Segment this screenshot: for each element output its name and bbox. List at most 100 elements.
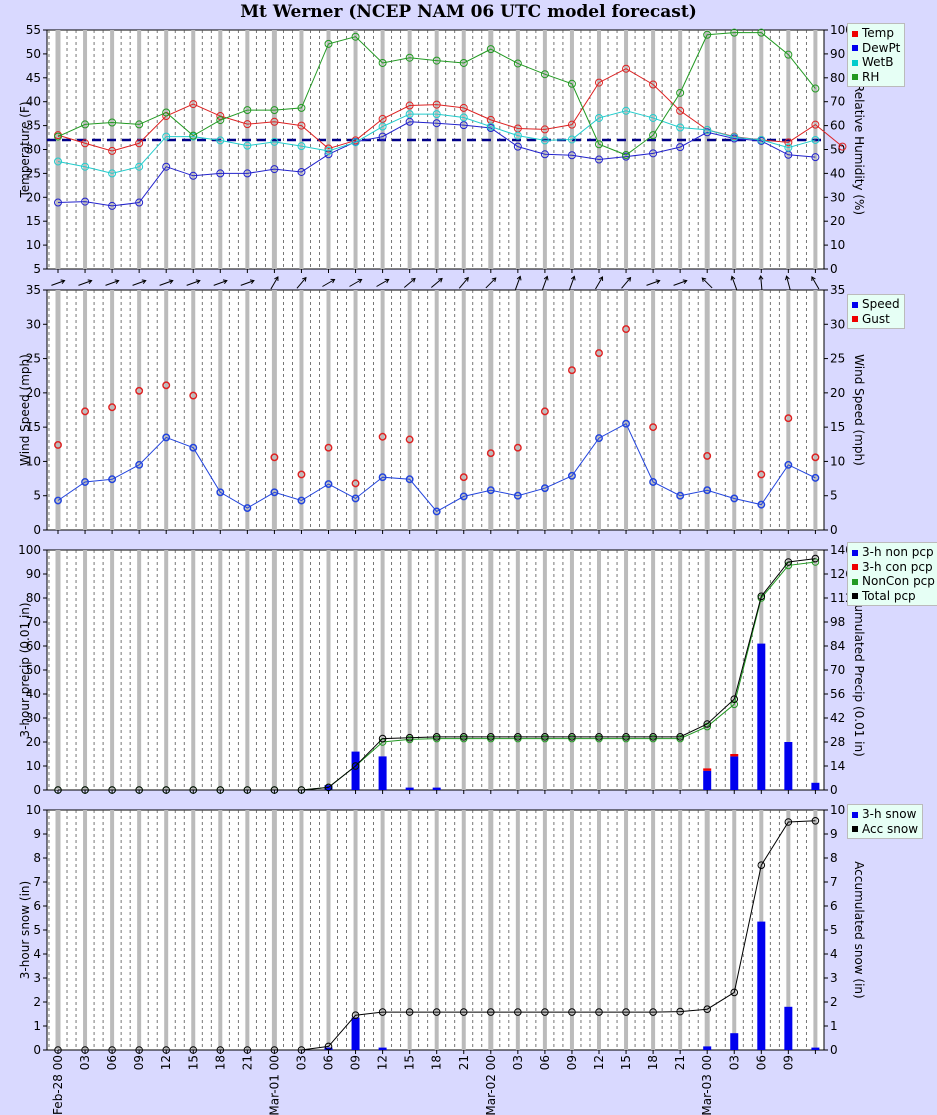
xtick-label: 18 <box>430 1055 444 1070</box>
ytick-right-label: 0 <box>830 783 838 797</box>
point-dewpt <box>595 155 603 164</box>
wind-arrow-head <box>543 275 549 281</box>
point-temp <box>135 139 144 148</box>
xtick-label: 09 <box>349 1055 363 1070</box>
wind-arrow <box>595 276 603 290</box>
point-rh <box>757 28 766 37</box>
point-speed <box>216 488 225 497</box>
point-acc-snow <box>162 1046 170 1054</box>
point-acc-snow <box>81 1046 89 1054</box>
legend-entry: Speed <box>852 297 900 312</box>
bar-snow <box>703 1046 712 1050</box>
wind-arrow <box>514 276 521 290</box>
point-temp <box>540 125 549 134</box>
y-axis-label-right: Accumulated snow (in) <box>852 861 866 998</box>
point-rh <box>216 116 225 125</box>
point-speed <box>513 491 522 500</box>
point-wetb <box>649 113 658 122</box>
xtick-label: 03 <box>294 1055 308 1070</box>
point-temp <box>216 112 225 121</box>
bar-nonpcp <box>405 787 414 790</box>
ytick-right-label: 1 <box>830 1019 838 1033</box>
bar-nonpcp <box>730 756 739 790</box>
point-gust <box>108 403 117 412</box>
ytick-label: 100 <box>18 543 41 557</box>
ytick-label: 0 <box>33 783 41 797</box>
point-temp <box>270 117 279 126</box>
wind-arrow-head <box>274 276 279 281</box>
point-rh <box>189 131 198 140</box>
point-speed <box>108 475 117 484</box>
xtick-label: Feb-28 00 <box>51 1055 65 1115</box>
y-axis-label: Temperature (F) <box>18 101 32 198</box>
point-wetb <box>378 122 387 131</box>
wind-arrow-head <box>682 279 688 285</box>
point-total <box>378 734 387 743</box>
point-wetb <box>216 136 225 145</box>
ytick-label: 25 <box>26 166 41 180</box>
ytick-label: 20 <box>26 386 41 400</box>
point-acc-snow <box>243 1046 252 1054</box>
point-total <box>189 786 198 794</box>
xtick-label: 03 <box>78 1055 92 1070</box>
point-rh <box>54 132 62 141</box>
legend-wind: Speed Gust <box>847 294 905 329</box>
bar-snow <box>324 1047 333 1050</box>
point-acc-snow <box>351 1011 360 1020</box>
wind-arrow <box>105 280 119 286</box>
point-rh <box>486 45 495 54</box>
point-total <box>595 733 603 741</box>
point-rh <box>81 120 90 129</box>
ytick-right-label: 5 <box>830 923 838 937</box>
point-dewpt <box>270 165 279 174</box>
point-speed <box>540 484 549 493</box>
xtick-label: 09 <box>132 1055 146 1070</box>
legend-swatch <box>852 74 858 80</box>
point-temp <box>567 120 576 129</box>
ytick-label: 0 <box>33 1043 41 1057</box>
point-dewpt <box>459 121 468 130</box>
point-temp <box>81 139 90 148</box>
point-dewpt <box>189 171 198 180</box>
point-speed <box>757 500 766 509</box>
point-gust <box>351 479 360 488</box>
point-rh <box>405 53 414 62</box>
wind-arrow-head <box>60 279 66 285</box>
bar-nonpcp <box>757 643 766 790</box>
ytick-label: 4 <box>33 947 41 961</box>
point-total <box>432 733 441 741</box>
point-acc-snow <box>487 1008 495 1016</box>
xtick-label: 21 <box>457 1055 471 1070</box>
point-rh <box>649 131 658 140</box>
point-dewpt <box>162 162 171 171</box>
bar-nonpcp <box>351 751 360 790</box>
point-speed <box>595 434 603 443</box>
wind-arrow-head <box>701 277 707 283</box>
point-acc-snow <box>378 1008 387 1016</box>
point-rh <box>595 140 603 149</box>
point-acc-snow <box>568 1008 576 1016</box>
point-temp <box>297 121 306 130</box>
ytick-right-label: 60 <box>830 119 845 133</box>
wind-arrow <box>646 280 660 286</box>
ytick-right-label: 20 <box>830 386 845 400</box>
point-total <box>784 558 793 566</box>
y-axis-label: 3-hour precip (0.01 in) <box>18 602 32 737</box>
point-speed <box>162 433 171 442</box>
point-rh <box>108 118 117 127</box>
ytick-right-label: 0 <box>830 523 838 537</box>
point-gust <box>459 473 468 482</box>
ytick-label: 0 <box>33 523 41 537</box>
point-dewpt <box>432 119 441 128</box>
point-total <box>730 695 739 703</box>
point-temp <box>595 78 603 87</box>
legend-label: 3-h snow <box>862 807 917 821</box>
wind-arrow <box>349 279 362 287</box>
ytick-label: 80 <box>26 591 41 605</box>
xtick-label: 12 <box>376 1055 390 1070</box>
point-acc-snow <box>784 818 793 826</box>
point-speed <box>270 488 279 497</box>
ytick-label: 10 <box>26 238 41 252</box>
wind-arrow <box>270 276 279 290</box>
